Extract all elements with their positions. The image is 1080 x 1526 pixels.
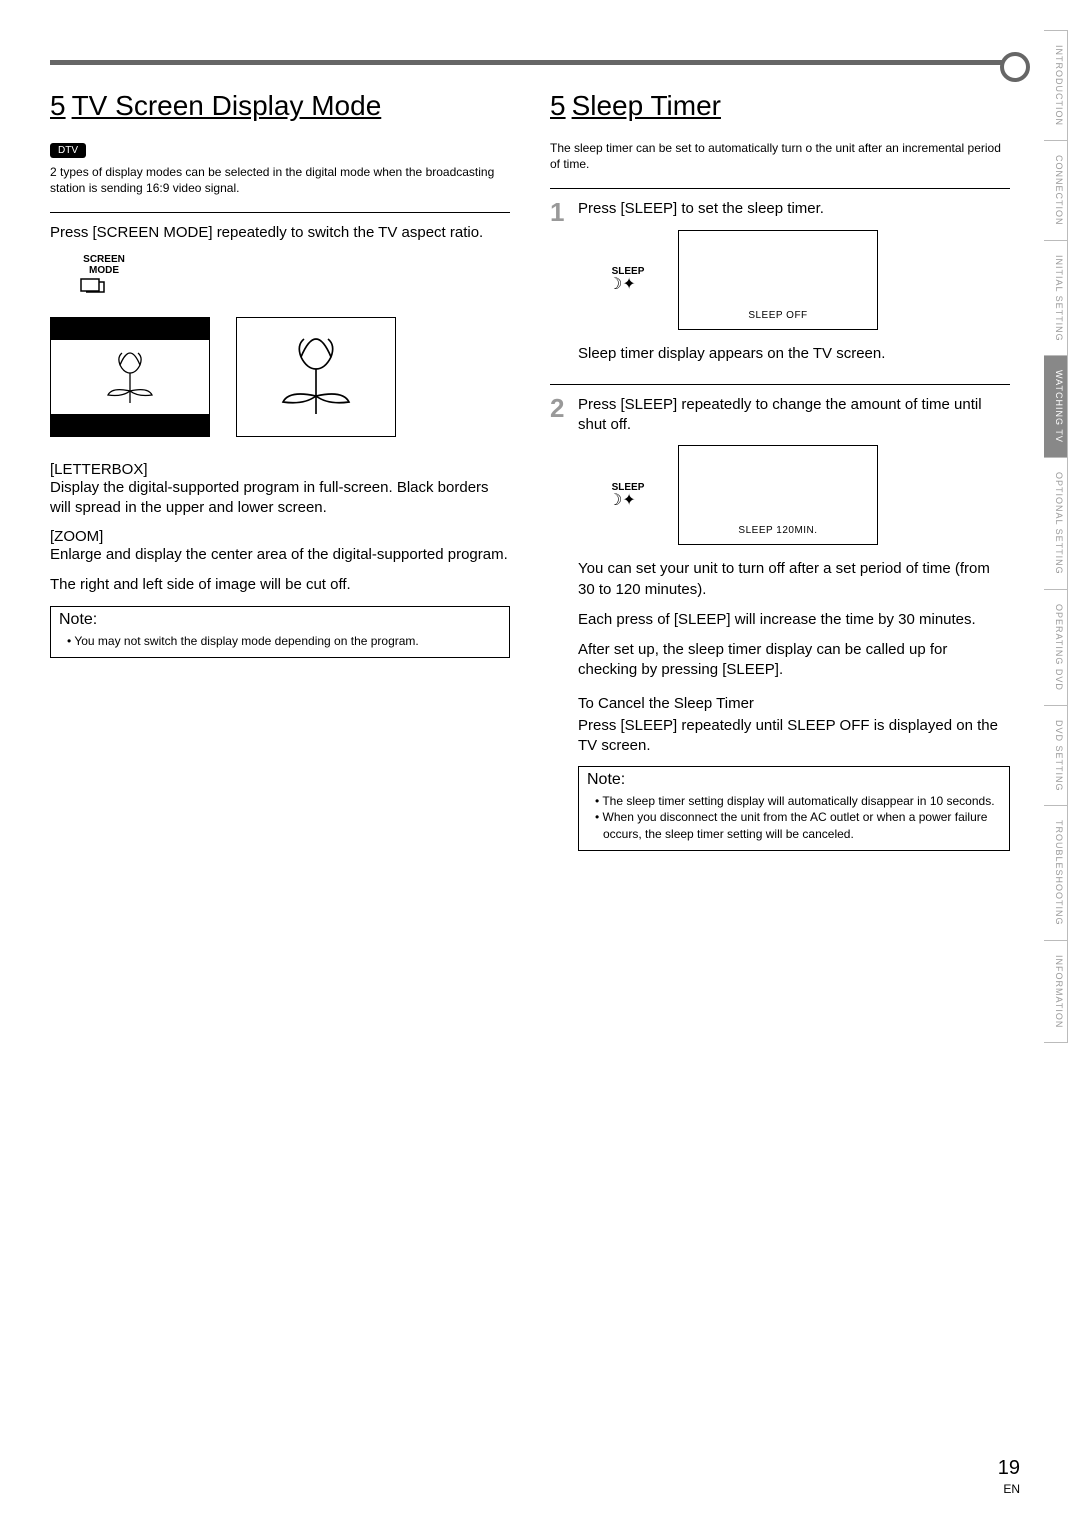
side-tab[interactable]: WATCHING TV — [1044, 355, 1068, 457]
left-column: 5TV Screen Display Mode DTV 2 types of d… — [50, 90, 510, 861]
divider — [550, 188, 1010, 189]
step-1: 1 Press [SLEEP] to set the sleep timer. … — [550, 199, 1010, 374]
screen-mode-icon — [80, 276, 106, 294]
side-tab[interactable]: CONNECTION — [1044, 140, 1068, 240]
letterbox-description: Display the digital-supported program in… — [50, 478, 510, 519]
sleep-button: SLEEP ☽✦ — [608, 482, 648, 509]
tv-osd-screen: SLEEP 120MIN. — [678, 445, 878, 545]
note-item: You may not switch the display mode depe… — [67, 633, 501, 649]
two-column-layout: 5TV Screen Display Mode DTV 2 types of d… — [50, 90, 1010, 861]
note-box-left: Note: You may not switch the display mod… — [50, 606, 510, 658]
screen-mode-instruction: Press [SCREEN MODE] repeatedly to switch… — [50, 223, 510, 243]
note-list: The sleep timer setting display will aut… — [587, 793, 1001, 842]
display-mode-examples — [50, 317, 510, 437]
tulip-icon — [256, 320, 376, 430]
note-item: The sleep timer setting display will aut… — [595, 793, 1001, 809]
step-number: 2 — [550, 395, 568, 851]
letterbox-example — [50, 317, 210, 437]
side-tab[interactable]: OPTIONAL SETTING — [1044, 457, 1068, 589]
dtv-badge: DTV — [50, 143, 86, 158]
screen-mode-button-label: SCREEN MODE — [80, 254, 128, 276]
note-list: You may not switch the display mode depe… — [59, 633, 501, 649]
manual-page: 5TV Screen Display Mode DTV 2 types of d… — [50, 60, 1010, 861]
section-title-right: 5Sleep Timer — [550, 90, 1010, 122]
letterbox-heading: [LETTERBOX] — [50, 461, 510, 478]
left-intro: 2 types of display modes can be selected… — [50, 164, 510, 196]
divider — [50, 212, 510, 213]
step-1-after: Sleep timer display appears on the TV sc… — [578, 344, 1010, 364]
right-intro: The sleep timer can be set to automatica… — [550, 140, 1010, 172]
section-number: 5 — [550, 90, 566, 121]
sleep-button: SLEEP ☽✦ — [608, 266, 648, 293]
side-tab[interactable]: INFORMATION — [1044, 940, 1068, 1043]
step-2-after-a: You can set your unit to turn off after … — [578, 559, 1010, 600]
note-box-right: Note: The sleep timer setting display wi… — [578, 766, 1010, 851]
side-tab[interactable]: INTRODUCTION — [1044, 30, 1068, 140]
screen-mode-button: SCREEN MODE — [80, 254, 510, 299]
letterbox-bar-bottom — [51, 414, 209, 436]
moon-icon: ☽✦ — [608, 493, 648, 509]
section-title-left: 5TV Screen Display Mode — [50, 90, 510, 122]
side-tab[interactable]: OPERATING DVD — [1044, 589, 1068, 705]
step-body: Press [SLEEP] to set the sleep timer. SL… — [578, 199, 1010, 374]
divider — [550, 384, 1010, 385]
page-number: 19 EN — [998, 1457, 1020, 1496]
osd-text: SLEEP 120MIN. — [679, 525, 877, 536]
section-number: 5 — [50, 90, 66, 121]
header-rule — [50, 60, 1010, 65]
letterbox-bar-top — [51, 318, 209, 340]
step-2-after-b: Each press of [SLEEP] will increase the … — [578, 610, 1010, 630]
tv-osd-screen: SLEEP OFF — [678, 230, 878, 330]
side-tab[interactable]: INITIAL SETTING — [1044, 240, 1068, 356]
step-2: 2 Press [SLEEP] repeatedly to change the… — [550, 395, 1010, 851]
zoom-heading: [ZOOM] — [50, 528, 510, 545]
step-number: 1 — [550, 199, 568, 374]
osd-text: SLEEP OFF — [679, 310, 877, 321]
tulip-icon — [90, 347, 170, 407]
page-number-value: 19 — [998, 1457, 1020, 1479]
step-2-after-c: After set up, the sleep timer display ca… — [578, 640, 1010, 681]
sleep-illustration-1: SLEEP ☽✦ SLEEP OFF — [608, 230, 1010, 330]
note-title: Note: — [59, 611, 501, 629]
zoom-description-2: The right and left side of image will be… — [50, 575, 510, 595]
cancel-heading: To Cancel the Sleep Timer — [578, 695, 1010, 712]
sleep-illustration-2: SLEEP ☽✦ SLEEP 120MIN. — [608, 445, 1010, 545]
side-tab[interactable]: DVD SETTING — [1044, 705, 1068, 806]
moon-icon: ☽✦ — [608, 277, 648, 293]
step-1-text: Press [SLEEP] to set the sleep timer. — [578, 199, 1010, 219]
step-2-text: Press [SLEEP] repeatedly to change the a… — [578, 395, 1010, 436]
section-title-text: TV Screen Display Mode — [72, 90, 382, 121]
zoom-example — [236, 317, 396, 437]
page-language: EN — [998, 1482, 1020, 1496]
cancel-body: Press [SLEEP] repeatedly until SLEEP OFF… — [578, 716, 1010, 757]
section-title-text: Sleep Timer — [572, 90, 721, 121]
right-column: 5Sleep Timer The sleep timer can be set … — [550, 90, 1010, 861]
side-tabs: INTRODUCTIONCONNECTIONINITIAL SETTINGWAT… — [1044, 30, 1068, 1043]
side-tab[interactable]: TROUBLESHOOTING — [1044, 805, 1068, 940]
note-item: When you disconnect the unit from the AC… — [595, 809, 1001, 841]
zoom-description: Enlarge and display the center area of t… — [50, 545, 510, 565]
step-body: Press [SLEEP] repeatedly to change the a… — [578, 395, 1010, 851]
note-title: Note: — [587, 771, 1001, 789]
